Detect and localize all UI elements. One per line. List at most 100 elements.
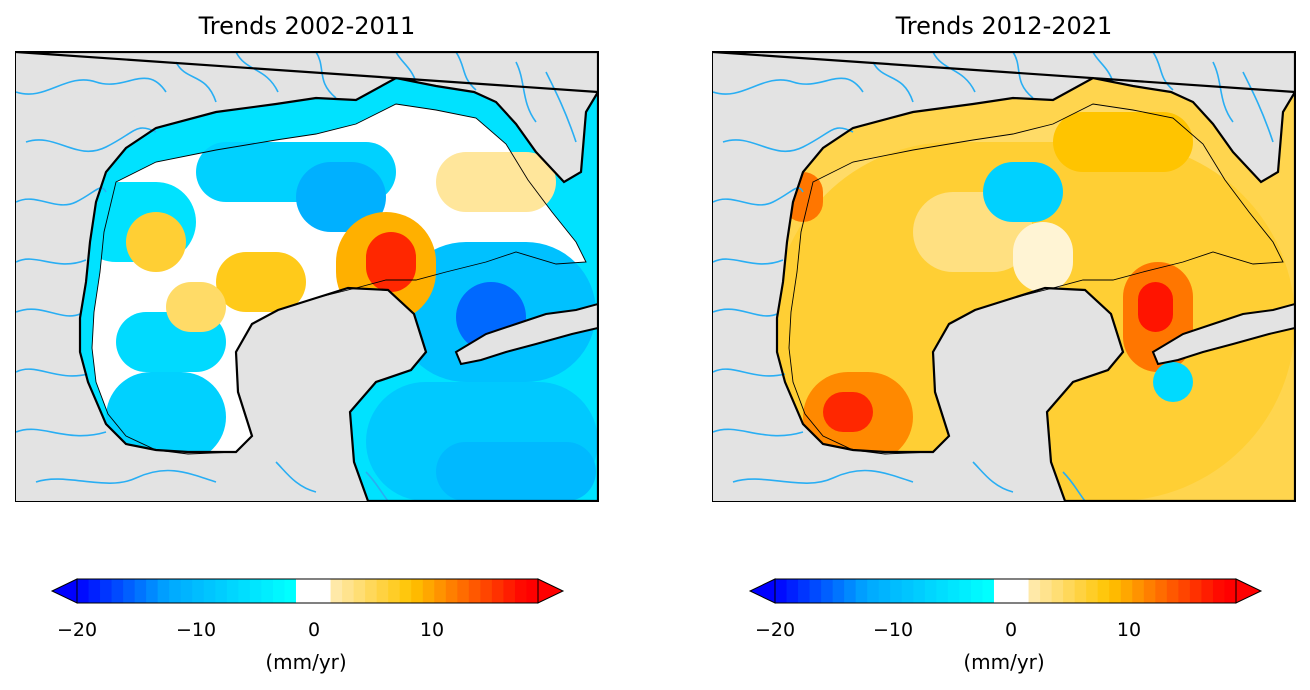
colorbar-segment <box>1166 579 1179 603</box>
colorbar-segment <box>1201 579 1214 603</box>
colorbar-segment <box>924 579 937 603</box>
trend-blob <box>166 282 226 332</box>
colorbar-segment <box>468 579 481 603</box>
colorbar-segment <box>353 579 366 603</box>
colorbar-segment <box>993 579 1007 603</box>
colorbar-segment <box>809 579 822 603</box>
colorbar-segment <box>1189 579 1203 603</box>
trend-blob <box>1013 222 1073 292</box>
river <box>1242 71 1274 143</box>
colorbar-segment <box>844 579 857 603</box>
river <box>713 308 778 317</box>
colorbar-outline <box>76 578 539 604</box>
colorbar-segment <box>982 579 995 603</box>
river <box>732 469 914 484</box>
colorbar-segment <box>1005 579 1018 603</box>
land-cuba <box>454 302 598 366</box>
river <box>365 471 389 501</box>
land-mexico <box>713 52 963 501</box>
colorbar-segment <box>786 579 799 603</box>
colorbar-segment <box>878 579 891 603</box>
colorbar-segment <box>134 579 147 603</box>
colorbar-segment <box>514 579 528 603</box>
trend-blob <box>366 232 416 292</box>
colorbar-segment <box>422 579 435 603</box>
colorbar-segment <box>261 579 274 603</box>
colorbar-segment <box>775 579 788 603</box>
colorbar-segment <box>890 579 903 603</box>
colorbar-segment <box>480 579 493 603</box>
colorbar-segment <box>319 579 332 603</box>
river <box>1062 471 1086 501</box>
shelf-contour <box>91 103 587 455</box>
colorbar-segment <box>249 579 262 603</box>
colorbar-segment <box>1120 579 1133 603</box>
river <box>275 461 317 493</box>
colorbar-segment <box>798 579 811 603</box>
colorbar-2-tick-0: −20 <box>754 619 796 641</box>
trend-blob <box>436 152 556 212</box>
land-cuba <box>1151 302 1295 366</box>
colorbar-segment <box>238 579 251 603</box>
river <box>872 61 914 103</box>
colorbar-segment <box>1155 579 1168 603</box>
colorbar-segment <box>111 579 124 603</box>
colorbar-segment <box>913 579 926 603</box>
river <box>16 368 89 377</box>
colorbar-segment <box>365 579 378 603</box>
colorbar-segment <box>272 579 286 603</box>
colorbar-2-unit-label: (mm/yr) <box>963 650 1045 674</box>
colorbar-segment <box>376 579 389 603</box>
colorbar-segment <box>526 579 539 603</box>
colorbar-segment <box>457 579 470 603</box>
colorbar-segment <box>1178 579 1191 603</box>
colorbar-1-tick-0: −20 <box>56 619 98 641</box>
colorbar-segment <box>192 579 205 603</box>
colorbar-segment <box>1074 579 1087 603</box>
colorbar-segment <box>203 579 216 603</box>
land-yucatan <box>236 288 426 501</box>
colorbar-segment <box>330 579 343 603</box>
colorbar-segment <box>399 579 412 603</box>
colorbar-segment <box>970 579 984 603</box>
trend-blob <box>1138 282 1173 332</box>
river <box>16 308 81 317</box>
colorbar-segment <box>901 579 914 603</box>
colorbar-segment <box>1086 579 1099 603</box>
river <box>315 52 337 99</box>
river <box>25 127 157 153</box>
colorbar-segment <box>180 579 193 603</box>
river <box>1212 61 1234 123</box>
colorbar-segment <box>169 579 182 603</box>
river <box>972 461 1014 493</box>
river <box>455 52 477 91</box>
river <box>932 52 976 93</box>
trend-map-2012-2021 <box>713 52 1295 501</box>
river <box>713 258 784 265</box>
colorbar-segment <box>832 579 845 603</box>
colorbar-segment <box>1212 579 1226 603</box>
colorbar-segment <box>226 579 239 603</box>
map-panel-1 <box>15 51 599 502</box>
colorbar-2-tick-2: 0 <box>1004 619 1018 641</box>
river <box>16 428 107 437</box>
colorbar-segment <box>307 579 320 603</box>
trend-blob <box>1153 362 1193 402</box>
colorbar-segment <box>936 579 949 603</box>
colorbar-2-tick-3: 10 <box>1116 619 1142 641</box>
colorbar-1 <box>50 578 565 604</box>
colorbar-extend-min <box>748 578 776 604</box>
colorbar-segment <box>1017 579 1030 603</box>
colorbar-segment <box>295 579 309 603</box>
trend-blob <box>1053 112 1193 172</box>
trend-blob <box>126 212 186 272</box>
coastline <box>16 52 598 501</box>
land-florida <box>474 52 598 182</box>
river <box>722 127 854 153</box>
colorbar-1-tick-1: −10 <box>175 619 217 641</box>
colorbar-2-tick-1: −10 <box>872 619 914 641</box>
land-yucatan <box>933 288 1123 501</box>
colorbar-segment <box>123 579 136 603</box>
colorbar-1-tick-3: 10 <box>419 619 445 641</box>
colorbar-outline <box>774 578 1237 604</box>
